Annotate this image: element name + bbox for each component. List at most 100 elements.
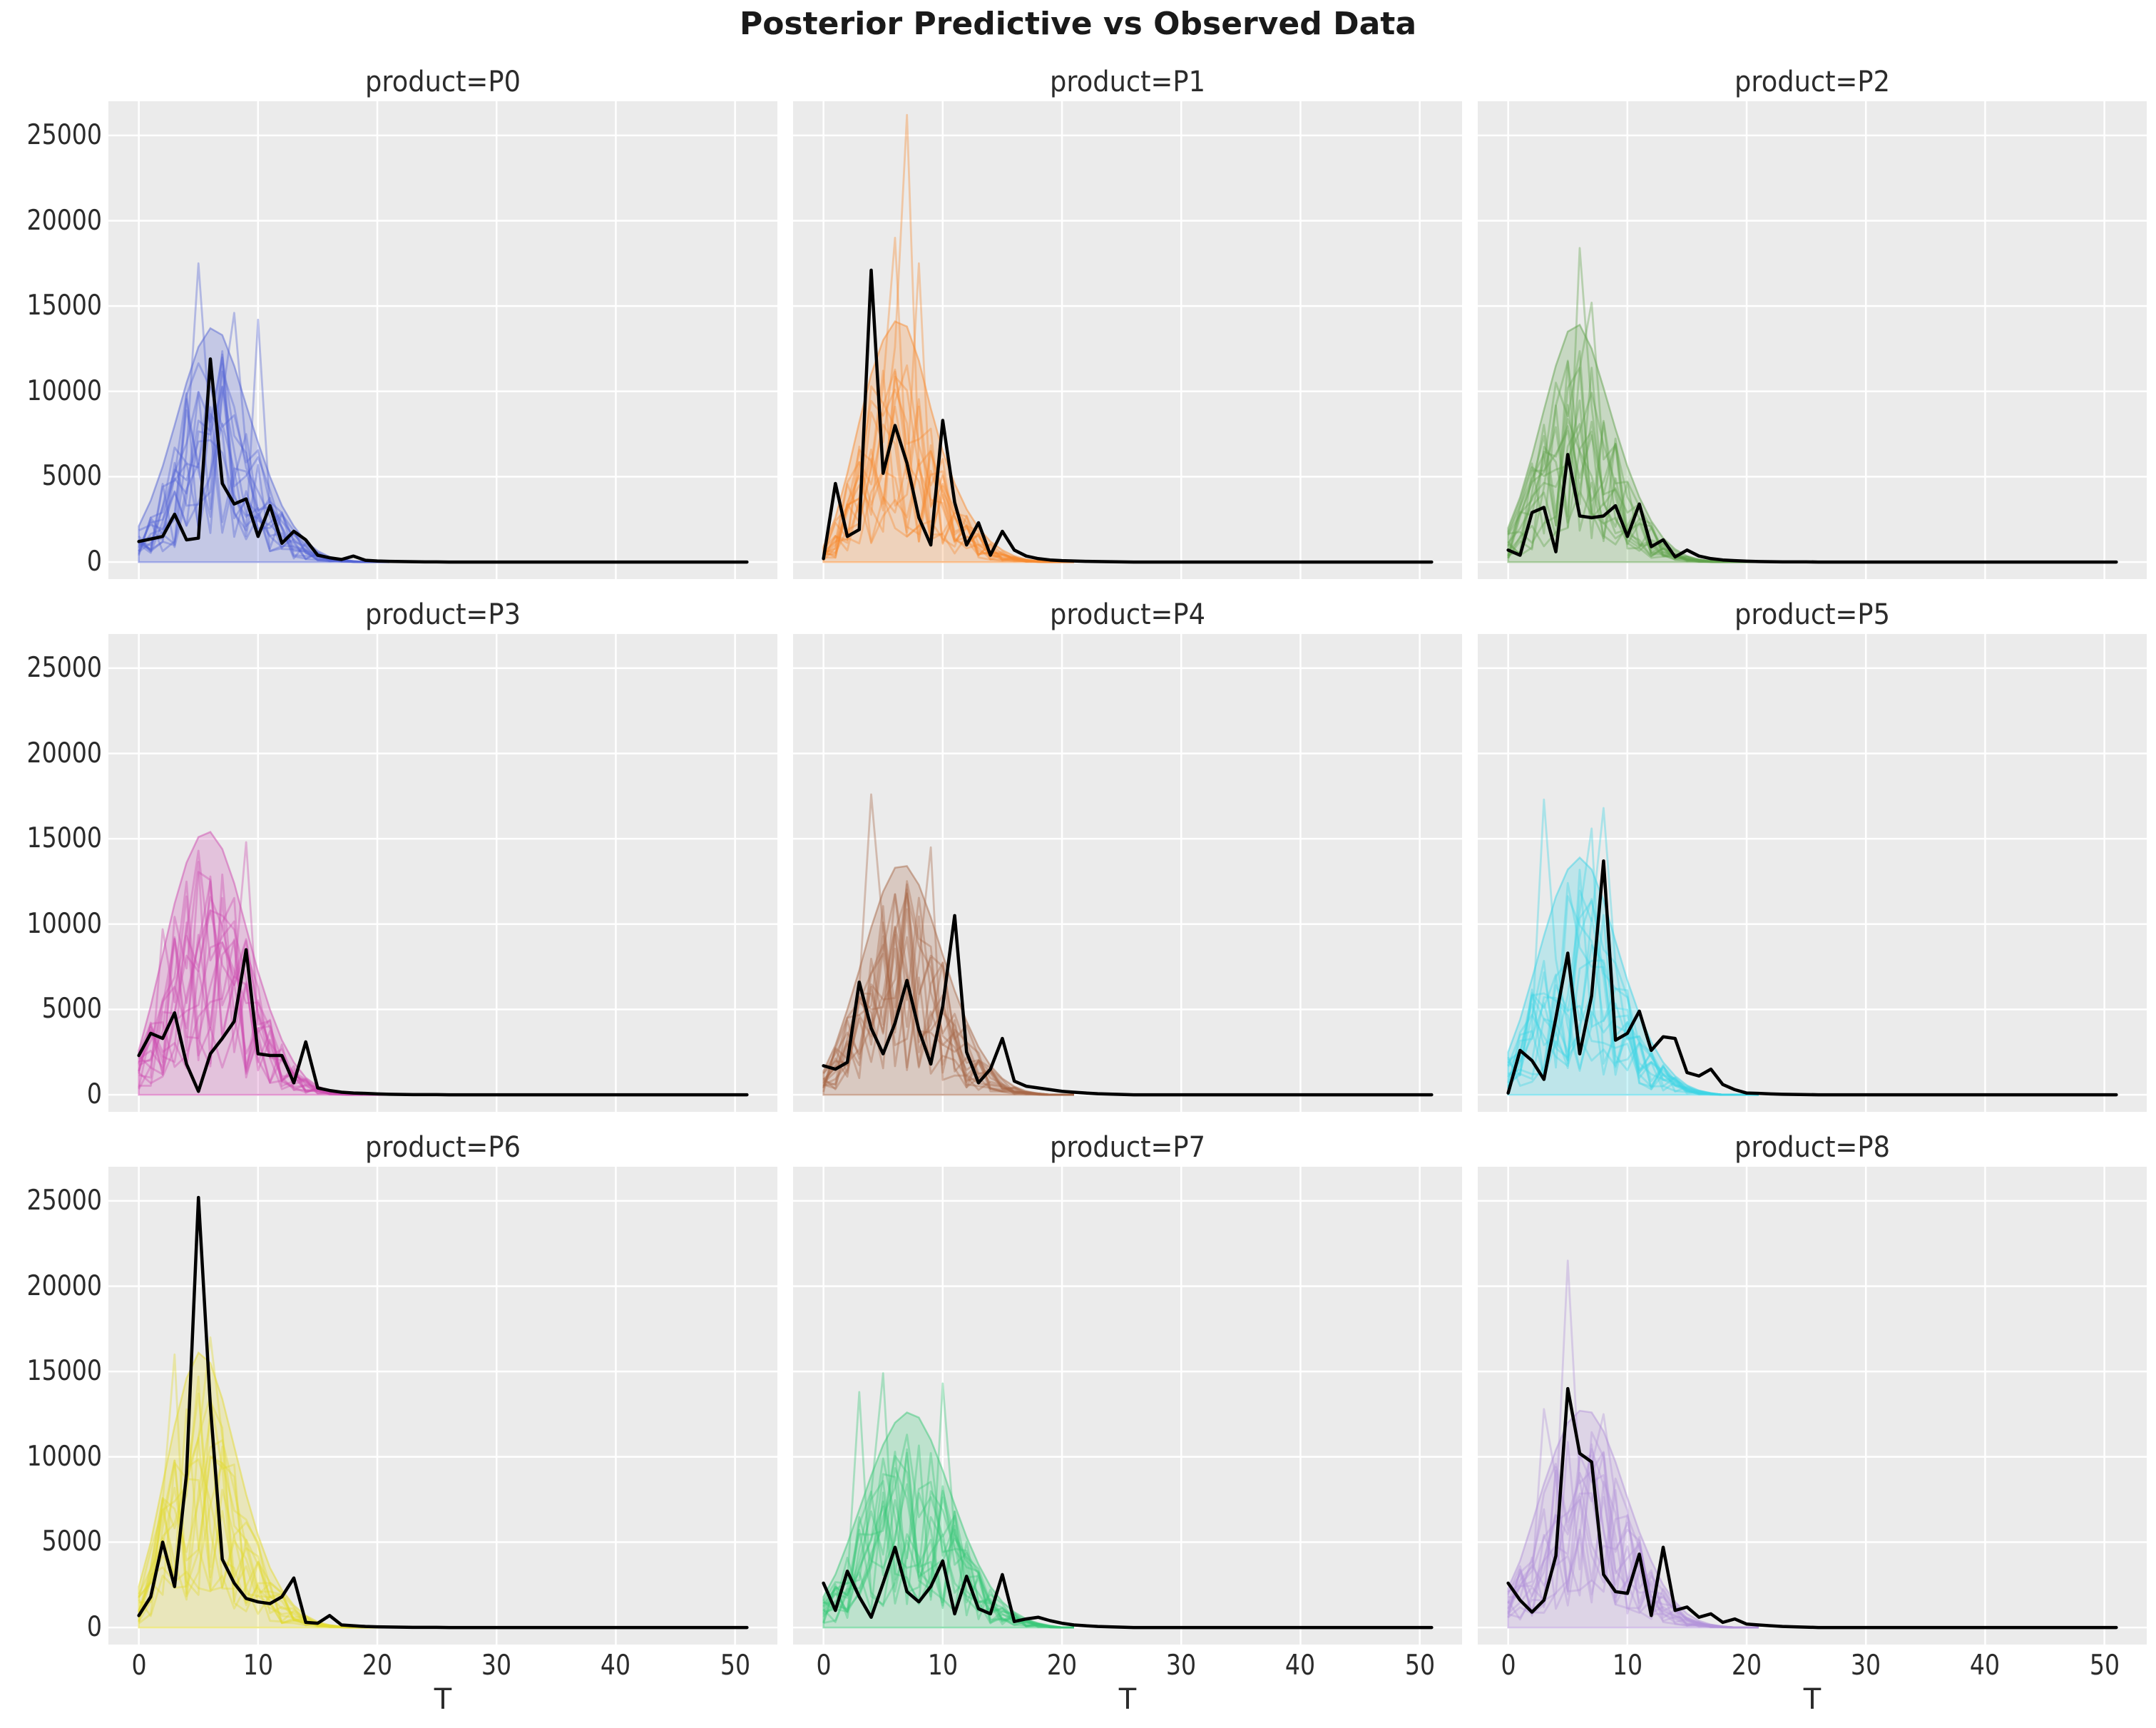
y-tick-label: 25000 xyxy=(26,1184,102,1217)
posterior-sample-path xyxy=(138,941,389,1096)
posterior-sample-path xyxy=(822,1473,1074,1629)
posterior-sample-path xyxy=(1507,1259,1759,1629)
posterior-sample-path xyxy=(1507,959,1759,1096)
observed-line xyxy=(137,1195,749,1630)
subplot-title: product=P5 xyxy=(1734,598,1890,631)
posterior-sample-path xyxy=(1507,807,1759,1096)
x-tick-label: 50 xyxy=(720,1650,750,1682)
posterior-sample-path xyxy=(138,875,389,1096)
observed-line xyxy=(822,268,1434,564)
posterior-sample-path xyxy=(822,459,1074,563)
posterior-sample-path xyxy=(1507,1514,1759,1629)
predictive-band xyxy=(822,865,1074,1096)
posterior-sample-path xyxy=(1507,359,1759,563)
y-tick-label: 5000 xyxy=(41,1525,102,1558)
posterior-sample-path xyxy=(822,1457,1074,1629)
observed-line xyxy=(1506,1386,2118,1630)
posterior-sample-path xyxy=(1507,430,1759,563)
posterior-sample-path xyxy=(823,1451,1074,1629)
posterior-sample-path xyxy=(1507,404,1759,563)
x-tick-label: 10 xyxy=(927,1650,958,1682)
posterior-sample-path xyxy=(822,461,1074,563)
x-axis-label: T xyxy=(1118,1683,1137,1716)
posterior-sample-path xyxy=(138,363,389,563)
posterior-sample-path xyxy=(822,883,1074,1096)
posterior-sample-path xyxy=(822,457,1074,563)
posterior-sample-path xyxy=(138,439,389,563)
y-tick-label: 10000 xyxy=(26,907,102,940)
subplot-P8 xyxy=(1478,1167,2147,1645)
posterior-sample-path xyxy=(1507,1002,1759,1096)
x-tick-label: 40 xyxy=(601,1650,631,1682)
posterior-sample-path xyxy=(822,1391,1074,1629)
posterior-sample-path xyxy=(138,318,389,563)
subplot-title: product=P3 xyxy=(365,598,521,631)
posterior-sample-path xyxy=(823,364,1074,563)
x-axis-label: T xyxy=(434,1683,452,1716)
posterior-sample-path xyxy=(822,936,1074,1096)
posterior-sample-path xyxy=(1507,423,1759,563)
subplot-P6 xyxy=(108,1167,777,1645)
posterior-sample-path xyxy=(138,1408,389,1629)
x-tick-label: 40 xyxy=(1970,1650,2001,1682)
subplot-title: product=P4 xyxy=(1050,598,1205,631)
y-tick-label: 0 xyxy=(86,546,102,578)
observed-line xyxy=(137,357,749,564)
posterior-sample-path xyxy=(822,423,1074,563)
posterior-sample-path xyxy=(1507,1477,1759,1629)
posterior-sample-path xyxy=(138,896,389,1096)
posterior-sample-path xyxy=(822,1481,1074,1629)
posterior-sample-path xyxy=(1508,917,1759,1096)
posterior-sample-path xyxy=(822,1480,1074,1629)
y-tick-label: 15000 xyxy=(26,822,102,855)
posterior-sample-path xyxy=(1508,367,1759,563)
posterior-sample-path xyxy=(822,113,1074,563)
predictive-band xyxy=(1507,1409,1759,1629)
posterior-sample-path xyxy=(823,388,1074,563)
posterior-sample-path xyxy=(1507,1448,1759,1629)
posterior-sample-path xyxy=(823,893,1074,1096)
posterior-sample-path xyxy=(822,893,1074,1096)
posterior-sample-path xyxy=(1507,301,1759,563)
subplot-title: product=P6 xyxy=(365,1131,521,1164)
y-tick-label: 15000 xyxy=(26,1355,102,1388)
posterior-sample-path xyxy=(1507,425,1759,563)
x-tick-label: 20 xyxy=(1046,1650,1078,1682)
posterior-sample-path xyxy=(822,375,1074,563)
y-tick-label: 25000 xyxy=(26,651,102,684)
posterior-sample-path xyxy=(822,385,1074,563)
posterior-sample-path xyxy=(1507,1451,1759,1629)
posterior-sample-path xyxy=(138,353,389,563)
posterior-sample-path xyxy=(138,909,389,1096)
y-tick-label: 5000 xyxy=(41,993,102,1026)
posterior-sample-path xyxy=(1508,1413,1759,1629)
y-tick-label: 20000 xyxy=(26,737,102,770)
posterior-sample-path xyxy=(138,1455,389,1629)
x-tick-label: 20 xyxy=(362,1650,393,1682)
subplot-P2 xyxy=(1478,101,2147,579)
subplot-title: product=P0 xyxy=(365,66,521,98)
subplot-P3 xyxy=(108,634,777,1112)
posterior-sample-path xyxy=(823,1382,1074,1629)
posterior-sample-path xyxy=(138,1375,389,1629)
posterior-sample-path xyxy=(138,413,389,563)
y-tick-label: 15000 xyxy=(26,290,102,322)
posterior-sample-path xyxy=(138,1353,389,1629)
posterior-sample-path xyxy=(1507,881,1759,1096)
y-tick-label: 10000 xyxy=(26,374,102,407)
x-tick-label: 30 xyxy=(1166,1650,1197,1682)
x-tick-label: 10 xyxy=(1612,1650,1642,1682)
observed-line xyxy=(822,1545,1434,1630)
y-tick-label: 5000 xyxy=(41,460,102,493)
subplot-P4 xyxy=(793,634,1462,1112)
posterior-sample-path xyxy=(138,392,389,563)
posterior-sample-path xyxy=(822,846,1074,1096)
x-axis-label: T xyxy=(1803,1683,1822,1716)
x-tick-label: 50 xyxy=(1404,1650,1435,1682)
y-tick-label: 0 xyxy=(86,1078,102,1111)
subplot-title: product=P1 xyxy=(1050,66,1205,98)
posterior-sample-path xyxy=(1507,1481,1759,1629)
posterior-sample-path xyxy=(822,1372,1074,1629)
posterior-sample-path xyxy=(138,880,389,1096)
posterior-sample-path xyxy=(822,1444,1074,1629)
